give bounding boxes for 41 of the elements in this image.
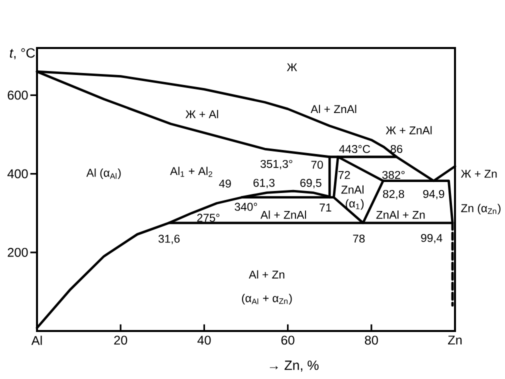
annotation: 351,3° <box>260 160 292 170</box>
annotation: 443°C <box>339 145 370 154</box>
annotation: Al + Zn <box>248 270 284 279</box>
annotation: Al + ZnAl <box>260 210 306 219</box>
text: Zn (α$_{Zn}$) <box>461 204 500 214</box>
annotation: ZnAl + Zn <box>376 210 425 219</box>
annotation: Ж + Al <box>186 110 218 118</box>
annotation: 31,6 <box>158 234 180 244</box>
x-tick-label: Zn <box>448 336 462 344</box>
annotation: 49 <box>219 180 231 188</box>
x-axis-title: → Zn, % <box>270 360 319 372</box>
annotation: Ж <box>286 63 298 72</box>
y-tick-label: 400 <box>7 169 28 178</box>
annotation: 275° <box>197 214 220 222</box>
annotation: Al$_{1}$ + Al$_{2}$ <box>170 166 212 177</box>
y-tick-label: 200 <box>8 248 28 257</box>
annotation: 61,3 <box>254 178 275 188</box>
annotation: 340° <box>234 202 258 211</box>
annotation: ZnAl <box>341 185 364 194</box>
x-tick-label: 40 <box>197 336 211 345</box>
x-tick-label: 20 <box>114 336 128 345</box>
y-tick-label: 600 <box>8 90 28 100</box>
annotation: Al + ZnAl <box>310 104 356 114</box>
annotation: 94,9 <box>423 190 444 200</box>
annotation: Al (α$_{Al}$) <box>86 168 121 180</box>
text: Ж + Zn <box>460 170 497 178</box>
y-axis-title: t, °C <box>10 48 35 60</box>
annotation: (α$_{Al}$ + α$_{Zn}$) <box>242 294 292 304</box>
annotation: 71 <box>320 204 332 212</box>
annotation: 82,8 <box>383 190 404 200</box>
annotation: 70 <box>311 160 323 169</box>
annotation: 72 <box>338 171 350 179</box>
annotation: 99,4 <box>421 234 442 244</box>
annotation: 382° <box>382 170 405 179</box>
x-tick-label: Al <box>31 336 42 345</box>
annotation: 86 <box>390 145 402 154</box>
annotation: Ж + ZnAl <box>386 126 432 134</box>
annotation: 69,5 <box>300 178 322 188</box>
x-tick-label: 60 <box>281 336 294 345</box>
x-tick-label: 80 <box>364 336 378 345</box>
annotation: 78 <box>353 234 365 243</box>
